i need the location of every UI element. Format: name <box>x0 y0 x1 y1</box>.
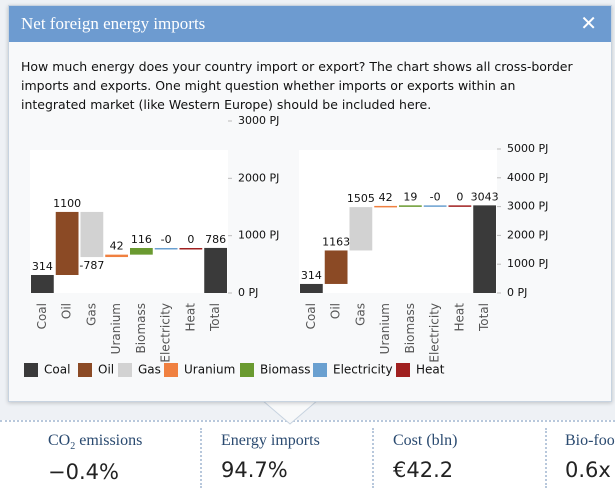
y-tick-label: 1000 PJ <box>238 229 279 242</box>
x-tick-label: Total <box>477 303 491 332</box>
legend-label: Heat <box>416 363 445 377</box>
legend-swatch <box>164 363 178 377</box>
value-label: 1505 <box>347 192 375 205</box>
stat[interactable]: CO2 emissions −0.4% <box>48 432 142 484</box>
y-tick-label: 4000 PJ <box>507 171 548 184</box>
y-tick-label: 2000 PJ <box>507 228 548 241</box>
bar <box>349 207 373 251</box>
x-tick-label: Gas <box>353 303 367 326</box>
separator <box>545 428 547 488</box>
legend-label: Coal <box>44 363 70 377</box>
y-tick-label: 0 PJ <box>507 286 527 299</box>
close-button[interactable]: ✕ <box>580 11 597 35</box>
x-tick-label: Electricity <box>428 303 442 363</box>
bar <box>204 247 228 293</box>
bar <box>80 211 104 258</box>
y-tick-label: 3000 PJ <box>507 200 548 213</box>
stat-label: CO2 emissions <box>48 432 142 452</box>
bar <box>55 211 79 275</box>
x-tick-label: Oil <box>60 303 74 319</box>
y-tick-label: 2000 PJ <box>238 171 279 184</box>
legend-swatch <box>396 363 410 377</box>
stat-value: 94.7% <box>221 458 288 482</box>
y-tick-label: 5000 PJ <box>507 142 548 155</box>
x-tick-label: Gas <box>84 303 98 326</box>
bar <box>299 283 323 293</box>
value-label: 19 <box>403 190 417 203</box>
separator <box>200 428 202 488</box>
x-tick-label: Uranium <box>378 303 392 354</box>
y-tick-label: 1000 PJ <box>507 257 548 270</box>
value-label: 116 <box>131 233 152 246</box>
stat[interactable]: Energy imports 94.7% <box>221 432 320 482</box>
bar <box>423 205 447 207</box>
value-label: -0 <box>430 190 441 203</box>
bar <box>154 247 178 250</box>
bar <box>105 254 129 258</box>
legend-swatch <box>118 363 132 377</box>
value-label: 314 <box>32 260 53 273</box>
x-tick-label: Heat <box>452 303 466 332</box>
y-tick-label: 3000 PJ <box>238 114 279 127</box>
text: CO <box>48 432 71 449</box>
popup-title: Net foreign energy imports <box>21 14 206 33</box>
stat-label: Cost (bln) <box>393 432 458 449</box>
x-tick-label: Biomass <box>403 303 417 353</box>
legend-label: Uranium <box>184 363 235 377</box>
x-tick-label: Heat <box>183 303 197 332</box>
bar <box>374 205 398 208</box>
legend-swatch <box>24 363 38 377</box>
bar <box>473 205 497 293</box>
value-label: 786 <box>205 233 226 246</box>
value-label: 314 <box>301 269 322 282</box>
x-tick-label: Uranium <box>109 303 123 354</box>
stat-value: €42.2 <box>393 458 454 482</box>
value-label: 0 <box>187 233 194 246</box>
stat[interactable]: Cost (bln) €42.2 <box>393 432 457 482</box>
popup-header: Net foreign energy imports ✕ <box>9 6 611 42</box>
x-tick-label: Oil <box>329 303 343 319</box>
legend-label: Gas <box>138 363 161 377</box>
stat-value: −0.4% <box>48 460 119 485</box>
text: emissions <box>75 432 143 449</box>
legend-swatch <box>78 363 92 377</box>
value-label: 3043 <box>471 190 499 203</box>
stat-value: 0.6x <box>565 458 611 482</box>
bar <box>129 247 153 255</box>
stat-label: Energy imports <box>221 432 320 449</box>
legend-label: Oil <box>98 363 114 377</box>
value-label: -787 <box>79 259 104 272</box>
separator <box>372 428 374 488</box>
stat-label: Bio-foot <box>565 432 615 449</box>
value-label: 42 <box>110 240 124 253</box>
subscript: 2 <box>70 441 76 453</box>
value-label: -0 <box>161 233 172 246</box>
legend-label: Biomass <box>260 363 310 377</box>
value-label: 42 <box>379 191 393 204</box>
bar <box>324 250 348 284</box>
x-tick-label: Coal <box>304 303 318 329</box>
value-label: 1100 <box>53 197 81 210</box>
x-tick-label: Total <box>208 303 222 332</box>
bar <box>30 274 54 293</box>
bar <box>179 247 203 250</box>
legend-swatch <box>240 363 254 377</box>
legend-label: Electricity <box>333 363 393 377</box>
value-label: 1163 <box>322 235 350 248</box>
stat[interactable]: Bio-foot 0.6x <box>565 432 615 482</box>
description: How much energy does your country import… <box>21 59 573 112</box>
value-label: 0 <box>456 190 463 203</box>
legend-swatch <box>313 363 327 377</box>
x-tick-label: Electricity <box>159 303 173 363</box>
y-tick-label: 0 PJ <box>238 286 258 299</box>
x-tick-label: Biomass <box>134 303 148 353</box>
bar <box>398 205 422 207</box>
bar <box>448 205 472 207</box>
stats-bar: CO2 emissions −0.4% Energy imports 94.7%… <box>0 420 615 490</box>
x-tick-label: Coal <box>35 303 49 329</box>
